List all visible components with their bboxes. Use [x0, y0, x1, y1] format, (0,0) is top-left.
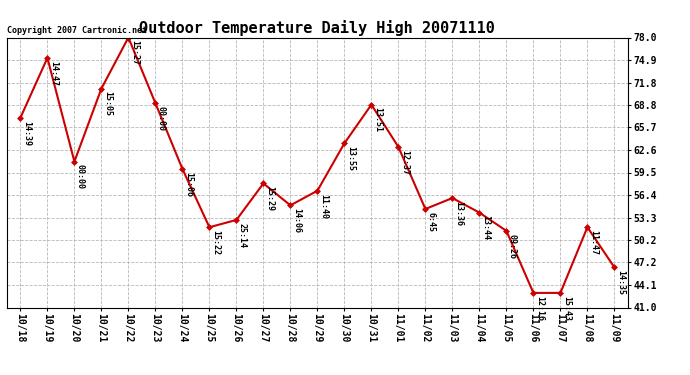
Text: 14:35: 14:35	[615, 270, 624, 295]
Text: 15:05: 15:05	[103, 92, 112, 116]
Text: 00:00: 00:00	[157, 106, 166, 131]
Text: 14:06: 14:06	[292, 208, 301, 233]
Text: Copyright 2007 Cartronic.net: Copyright 2007 Cartronic.net	[7, 26, 147, 35]
Text: 6:45: 6:45	[427, 212, 436, 232]
Text: 15:29: 15:29	[265, 186, 274, 211]
Text: 12:16: 12:16	[535, 296, 544, 321]
Text: 15:27: 15:27	[130, 40, 139, 65]
Text: 14:47: 14:47	[49, 61, 58, 86]
Text: 13:55: 13:55	[346, 146, 355, 171]
Text: 11:40: 11:40	[319, 194, 328, 219]
Text: 15:43: 15:43	[562, 296, 571, 321]
Text: 15:22: 15:22	[210, 230, 220, 255]
Text: 12:37: 12:37	[400, 150, 408, 175]
Text: 09:26: 09:26	[508, 234, 517, 259]
Text: 13:44: 13:44	[481, 215, 490, 240]
Text: 25:14: 25:14	[238, 223, 247, 248]
Text: 00:00: 00:00	[76, 164, 85, 189]
Text: 15:06: 15:06	[184, 172, 193, 196]
Text: 13:36: 13:36	[454, 201, 463, 226]
Text: 13:51: 13:51	[373, 107, 382, 132]
Text: 14:39: 14:39	[22, 120, 31, 146]
Title: Outdoor Temperature Daily High 20071110: Outdoor Temperature Daily High 20071110	[139, 20, 495, 36]
Text: 11:47: 11:47	[589, 230, 598, 255]
